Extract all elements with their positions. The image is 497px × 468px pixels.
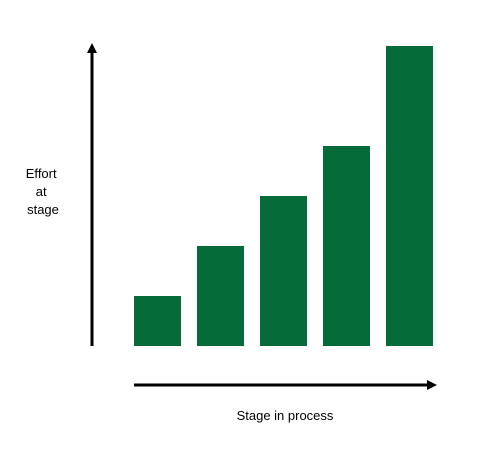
y-axis-label-line-2: at bbox=[36, 184, 47, 199]
bar-stage-1 bbox=[134, 296, 181, 346]
bar-stage-5 bbox=[386, 46, 433, 346]
y-axis-label-line-3: stage bbox=[27, 202, 59, 217]
x-axis-label: Stage in process bbox=[237, 408, 334, 423]
bar-stage-3 bbox=[260, 196, 307, 346]
y-axis-label: Effort at stage bbox=[26, 166, 60, 217]
y-axis-label-line-1: Effort bbox=[26, 166, 57, 181]
bars-group bbox=[134, 46, 433, 346]
bar-stage-4 bbox=[323, 146, 370, 346]
bar-stage-2 bbox=[197, 246, 244, 346]
